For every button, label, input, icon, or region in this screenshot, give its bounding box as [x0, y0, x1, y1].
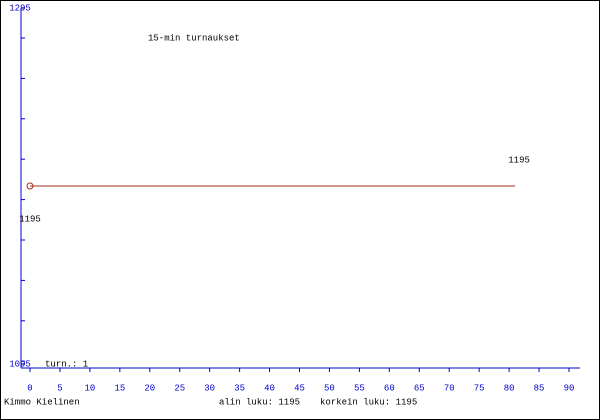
min-label: alin luku: 1195	[219, 397, 300, 407]
x-tick-label: 25	[174, 383, 185, 393]
max-label: korkein luku: 1195	[320, 397, 417, 407]
x-tick-label: 80	[504, 383, 515, 393]
chart-title: 15-min turnaukset	[148, 33, 240, 43]
x-tick-label: 45	[294, 383, 305, 393]
x-tick-label: 35	[234, 383, 245, 393]
annotation: turn.: 1	[45, 359, 88, 369]
x-tick-label: 60	[384, 383, 395, 393]
author: Kimmo Kielinen	[4, 397, 80, 407]
x-tick-label: 15	[114, 383, 125, 393]
y-tick-label: 1095	[9, 359, 31, 369]
x-tick-label: 10	[84, 383, 95, 393]
x-tick-label: 50	[324, 383, 335, 393]
value-label: 1195	[19, 214, 41, 224]
x-tick-label: 75	[474, 383, 485, 393]
value-label: 1195	[508, 155, 530, 165]
x-tick-label: 90	[564, 383, 575, 393]
x-tick-label: 0	[27, 383, 32, 393]
x-tick-label: 70	[444, 383, 455, 393]
start-marker	[26, 182, 34, 190]
x-tick-label: 55	[354, 383, 365, 393]
x-tick-label: 20	[144, 383, 155, 393]
x-tick-label: 65	[414, 383, 425, 393]
x-tick-label: 40	[264, 383, 275, 393]
y-tick-label: 1295	[9, 3, 31, 13]
x-tick-label: 85	[534, 383, 545, 393]
x-tick-label: 5	[57, 383, 62, 393]
x-tick-label: 30	[204, 383, 215, 393]
